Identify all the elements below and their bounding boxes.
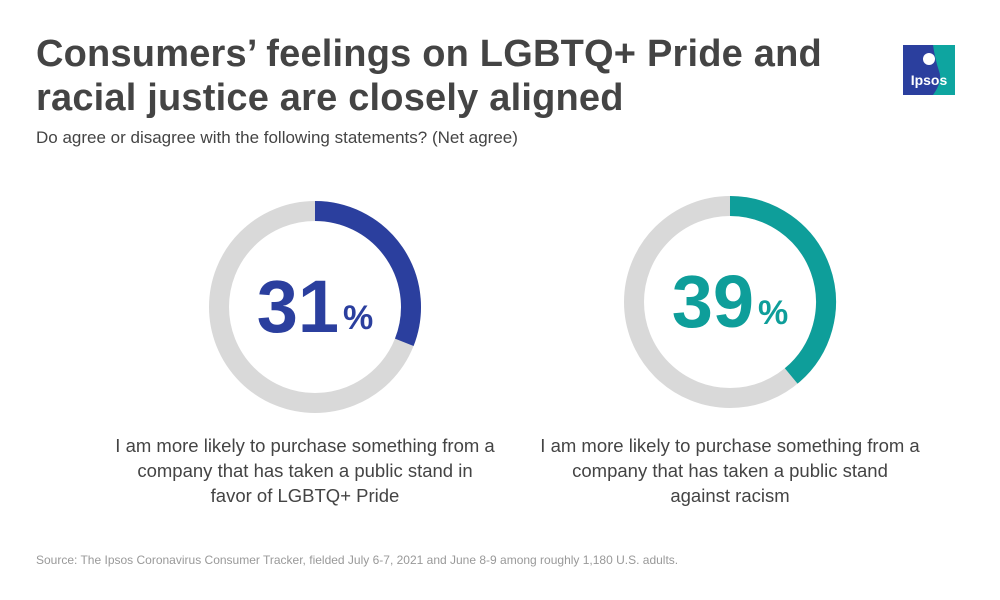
donut-caption-pride: I am more likely to purchase something f… [115,435,495,506]
donut-value-unit: % [343,298,374,337]
page-subtitle: Do agree or disagree with the following … [36,128,518,147]
logo-dot [923,53,935,65]
logo-text: Ipsos [911,72,948,88]
donut-value-arc [729,196,836,384]
logo-teal-block [933,45,955,95]
donut-label: 39 % [620,192,840,412]
donut-chart-racism: 39 % [620,192,840,412]
ipsos-logo: Ipsos [903,45,955,95]
donut-value-arc [314,201,421,347]
donut-value-unit: % [758,293,789,332]
page-title: Consumers’ feelings on LGBTQ+ Pride and … [36,33,822,119]
donut-chart-pride: 31 % [205,197,425,417]
source-note: Source: The Ipsos Coronavirus Consumer T… [36,553,679,567]
donut-value-number: 31 [256,265,340,348]
donut-label: 31 % [205,197,425,417]
donut-value-number: 39 [671,260,755,343]
donut-caption-racism: I am more likely to purchase something f… [540,435,920,506]
